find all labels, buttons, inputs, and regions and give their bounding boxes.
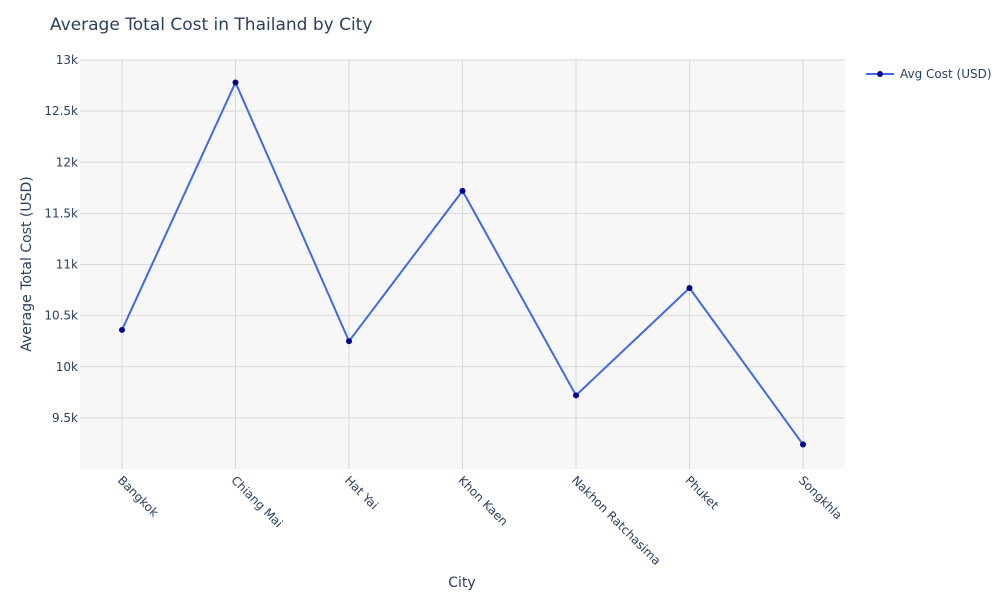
data-point[interactable] xyxy=(346,338,352,345)
y-tick-label: 9.5k xyxy=(52,411,78,425)
x-tick-label: Bangkok xyxy=(115,473,161,519)
legend-marker-icon xyxy=(877,71,883,77)
y-tick-label: 11.5k xyxy=(44,206,78,220)
x-axis-ticks: Bangkok Chiang Mai Hat Yai Khon Kaen Nakhon … xyxy=(115,473,845,568)
y-axis-title: Average Total Cost (USD) xyxy=(19,176,35,352)
y-tick-label: 11k xyxy=(56,258,78,272)
series-layer xyxy=(119,79,806,448)
y-tick-label: 10.5k xyxy=(44,309,78,323)
x-axis-title: City xyxy=(448,575,475,591)
data-point[interactable] xyxy=(459,187,466,194)
y-tick-label: 10k xyxy=(56,360,78,374)
x-tick-label: Chiang Mai xyxy=(228,473,285,530)
x-tick-label: Songkhla xyxy=(796,473,845,522)
chart-title: Average Total Cost in Thailand by City xyxy=(50,15,372,35)
x-tick-label: Khon Kaen xyxy=(455,473,510,528)
x-tick-label: Nakhon Ratchasima xyxy=(569,473,664,568)
data-point[interactable] xyxy=(800,441,806,448)
data-point[interactable] xyxy=(232,79,239,86)
x-tick-label: Phuket xyxy=(682,473,721,512)
data-point[interactable] xyxy=(119,326,125,333)
y-tick-label: 12.5k xyxy=(44,104,78,118)
y-tick-label: 12k xyxy=(56,155,78,169)
grid xyxy=(80,59,845,469)
data-point[interactable] xyxy=(573,392,579,399)
x-tick-label: Hat Yai xyxy=(342,473,381,512)
data-point[interactable] xyxy=(686,285,693,292)
y-axis-ticks: 9.5k 10k 10.5k 11k 11.5k 12k 12.5k 13k xyxy=(44,53,78,425)
legend-label: Avg Cost (USD) xyxy=(900,67,992,81)
y-tick-label: 13k xyxy=(56,53,78,67)
legend[interactable]: Avg Cost (USD) xyxy=(866,67,992,81)
